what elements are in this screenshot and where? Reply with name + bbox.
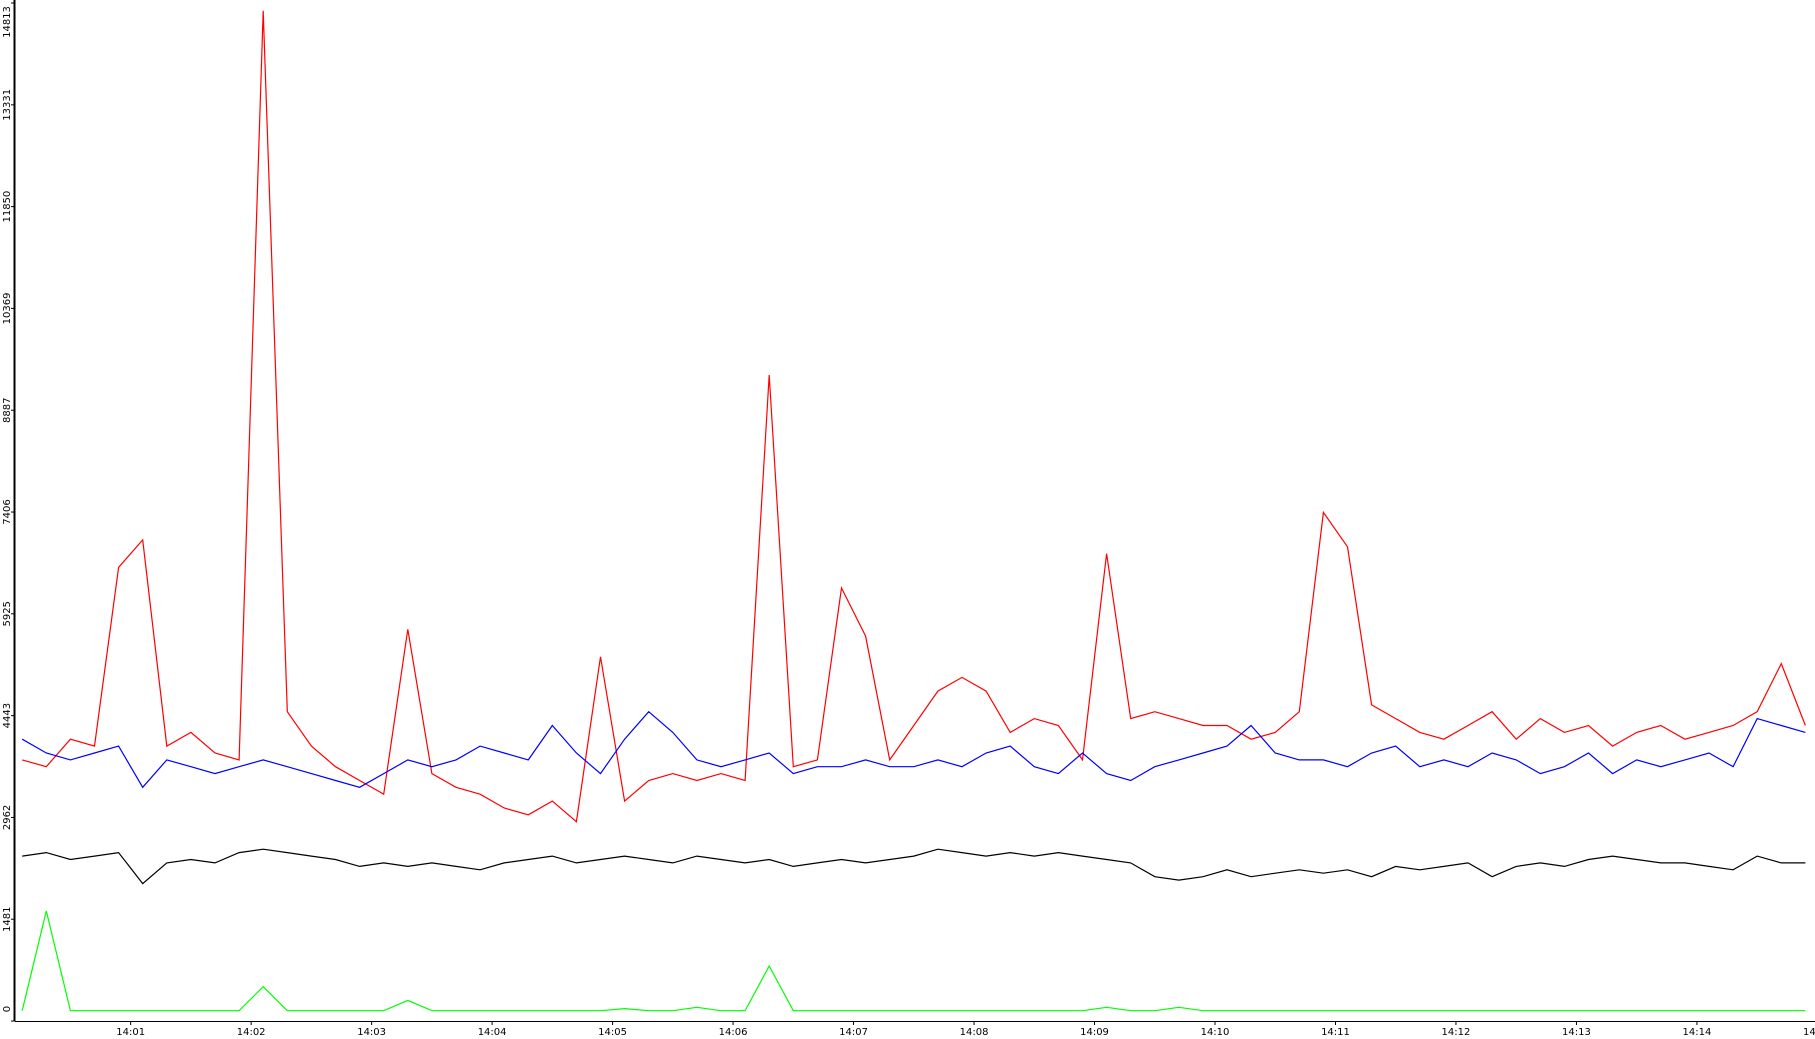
y-tick-label: 5925 [2, 601, 13, 626]
x-tick-label: 14:15 [1803, 1027, 1815, 1038]
x-tick-label: 14:01 [116, 1027, 145, 1038]
x-tick-label: 14:02 [237, 1027, 266, 1038]
series-line [22, 10, 1806, 823]
x-tick-label: 14:04 [478, 1027, 507, 1038]
x-tick-label: 14:08 [960, 1027, 989, 1038]
y-tick-label: 0 [2, 1006, 13, 1012]
y-tick-label: 14813 [2, 6, 13, 38]
y-tick-label: 11850 [2, 191, 13, 223]
x-tick-label: 14:11 [1321, 1027, 1350, 1038]
y-tick-label: 13331 [2, 89, 13, 121]
series-line [21, 710, 1806, 789]
y-tick-label: 2962 [2, 805, 13, 830]
y-tick-label: 1481 [2, 906, 13, 931]
x-tick-label: 14:12 [1442, 1027, 1471, 1038]
x-tick-label: 14:10 [1201, 1027, 1230, 1038]
y-tick-label: 4443 [2, 703, 13, 728]
x-tick-label: 14:07 [839, 1027, 868, 1038]
x-tick-label: 14:03 [357, 1027, 386, 1038]
y-tick-label: 7406 [2, 499, 13, 524]
series-line [21, 910, 1806, 1012]
series-line [22, 848, 1806, 885]
x-tick-label: 14:14 [1683, 1027, 1712, 1038]
x-tick-label: 14:05 [598, 1027, 627, 1038]
x-tick-label: 14:09 [1080, 1027, 1109, 1038]
y-tick-label: 10369 [2, 293, 13, 325]
x-tick-label: 14:13 [1562, 1027, 1591, 1038]
x-tick-label: 14:06 [719, 1027, 748, 1038]
y-tick-label: 8887 [2, 398, 13, 423]
